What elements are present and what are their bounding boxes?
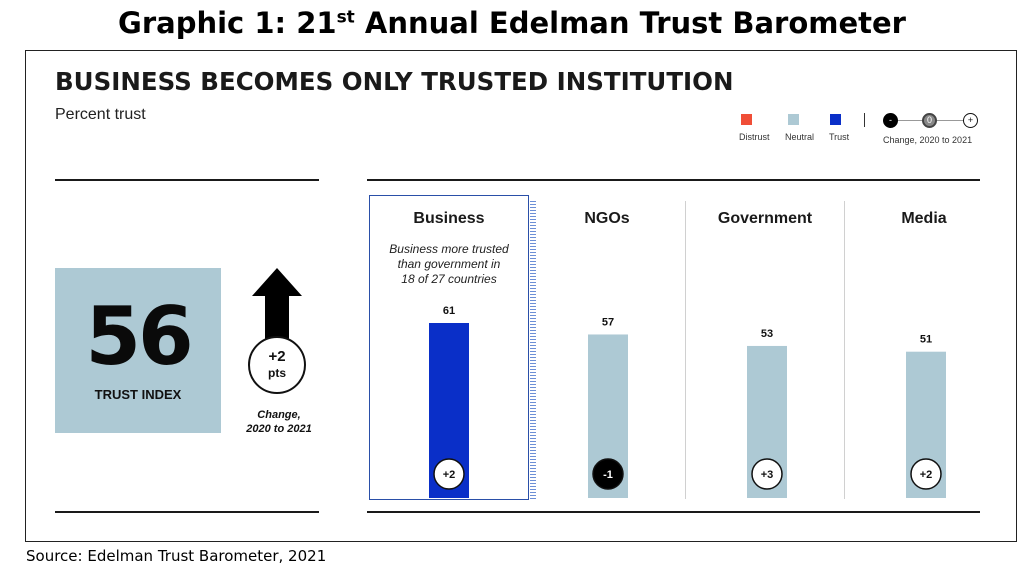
change-badge-ngos [592,458,624,490]
category-label-media: Media [901,210,947,227]
trust-index-change-value: +2 [268,348,286,365]
legend-change-label: Change, 2020 to 2021 [883,135,973,145]
change-label-government: +3 [761,469,774,481]
column-divider [685,201,686,499]
left-top-rule [55,179,319,181]
business-note: Business more trusted than government in… [389,242,509,286]
value-label-ngos: 57 [602,316,614,328]
trust-index-box: 56 TRUST INDEX [55,268,221,433]
legend-separator [864,113,865,127]
category-label-government: Government [717,210,813,227]
trust-index-change-unit: pts [268,366,286,380]
legend-distrust-label: Distrust [739,132,770,142]
value-label-business: 61 [443,305,455,317]
trust-index-change-caption: Change, 2020 to 2021 [246,409,312,435]
category-label-business: Business [413,210,485,227]
slide-headline: BUSINESS BECOMES ONLY TRUSTED INSTITUTIO… [55,67,734,96]
value-label-government: 53 [761,328,773,340]
chart-bottom-rule [367,511,980,513]
legend-zero-dot: 0 [922,113,937,128]
change-label-ngos: -1 [603,469,613,481]
legend-neutral-label: Neutral [785,132,815,142]
change-badge-media [910,458,942,490]
legend-negative-dot: - [883,113,898,128]
source-note: Source: Edelman Trust Barometer, 2021 [26,547,327,565]
slide-subhead: Percent trust [55,106,146,123]
category-label-ngos: NGOs [584,210,630,227]
legend-trust-swatch [830,114,841,125]
trust-bar-chart: 61 +2 57 -1 53 +3 51 +2 [429,305,946,498]
change-badge-government [751,458,783,490]
chart-legend: Distrust Neutral Trust - 0 + Change, 202… [726,109,996,159]
legend-positive-dot: + [963,113,978,128]
legend-trust-label: Trust [829,132,850,142]
slide-frame: BUSINESS BECOMES ONLY TRUSTED INSTITUTIO… [25,50,1017,542]
trust-index-value: 56 [85,290,193,383]
change-label-business: +2 [443,469,456,481]
trust-index-label: TRUST INDEX [94,387,182,402]
business-highlight-box [369,195,529,500]
up-arrow-icon [252,268,302,356]
graphic-title: Graphic 1: 21st Annual Edelman Trust Bar… [118,6,906,40]
legend-distrust-swatch [741,114,752,125]
left-bottom-rule [55,511,319,513]
trust-index-change-badge: +2 pts [248,336,306,394]
change-label-media: +2 [920,469,933,481]
chart-top-rule [367,179,980,181]
column-divider [844,201,845,499]
business-box-shadow [530,201,536,499]
change-badge-business [433,458,465,490]
legend-neutral-swatch [788,114,799,125]
value-label-media: 51 [920,334,932,346]
